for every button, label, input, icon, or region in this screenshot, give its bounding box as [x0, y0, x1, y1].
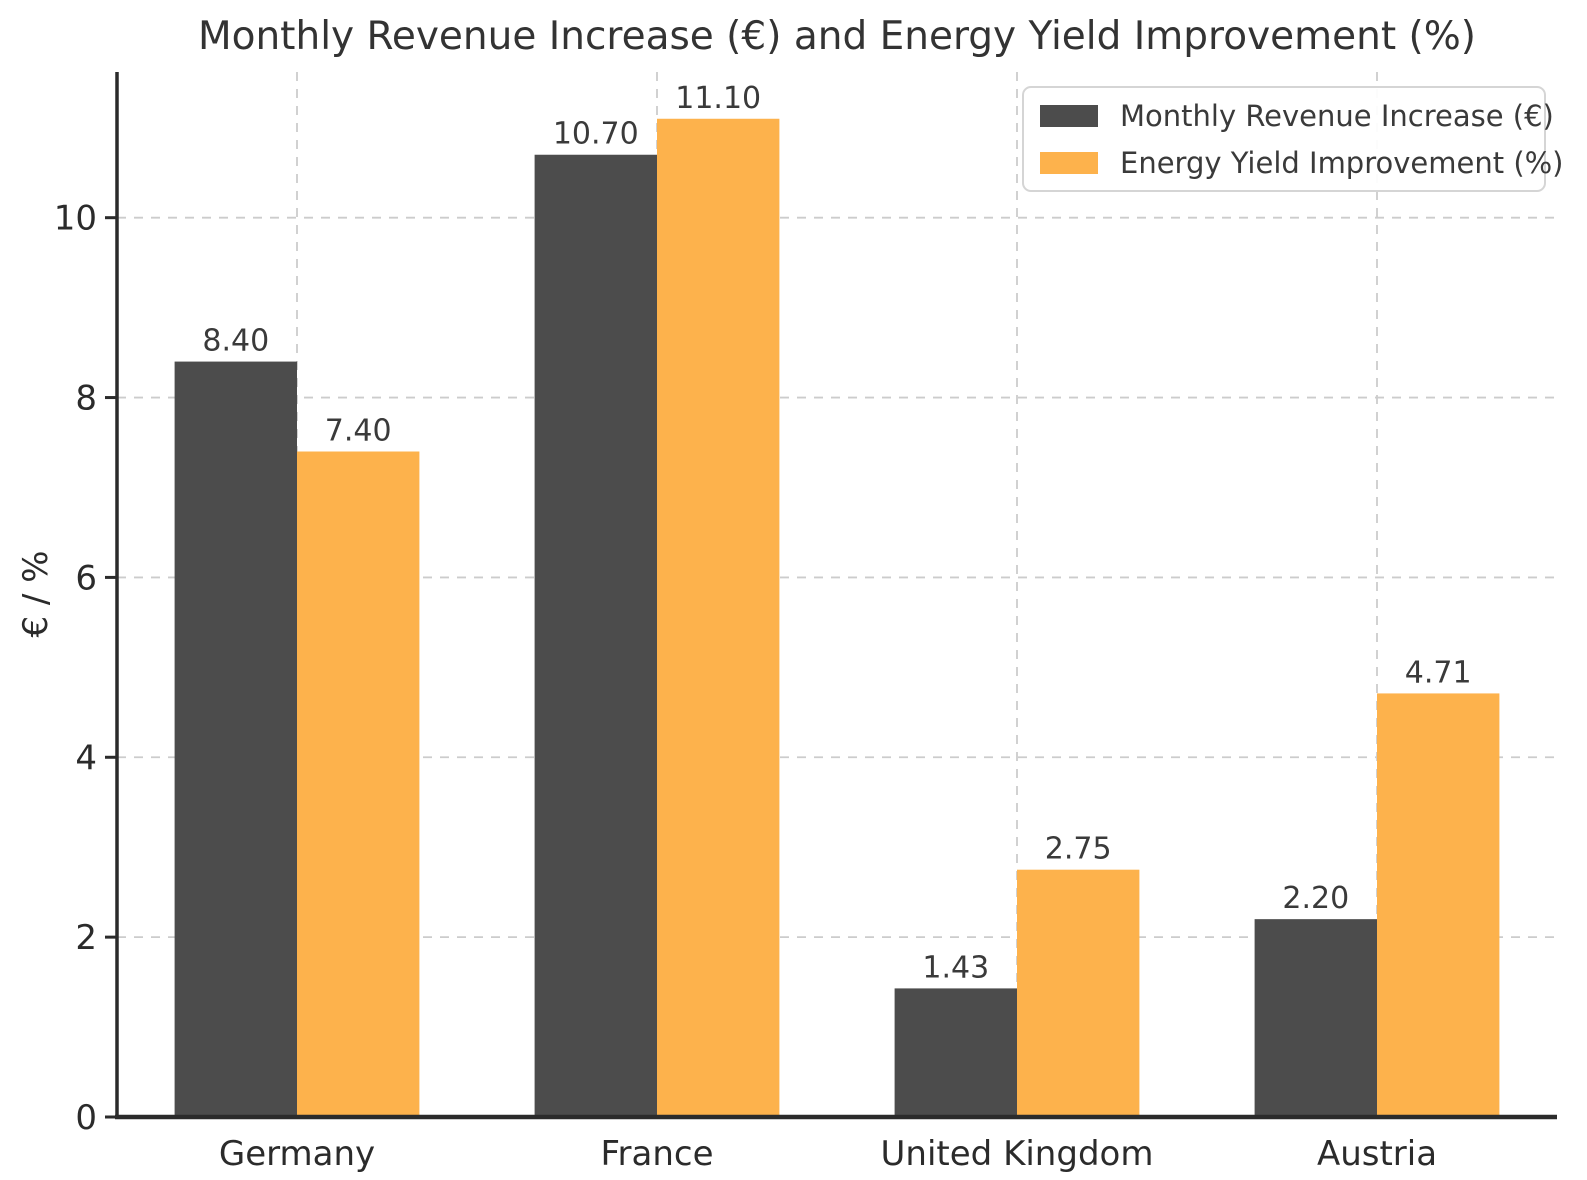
x-tick-label: France: [600, 1134, 713, 1174]
y-tick-label: 8: [75, 379, 97, 419]
bar-value-label: 11.10: [675, 81, 761, 116]
bar-revenue-germany: [174, 361, 297, 1117]
bar-revenue-united-kingdom: [894, 988, 1017, 1117]
y-tick-label: 10: [54, 199, 97, 239]
legend-swatch-yield-icon: [1040, 151, 1098, 174]
bar-value-label: 2.20: [1282, 881, 1349, 916]
y-tick-label: 0: [75, 1098, 97, 1138]
bar-value-label: 4.71: [1405, 655, 1472, 690]
bar-revenue-austria: [1254, 919, 1377, 1117]
legend-item-yield: Energy Yield Improvement (%): [1040, 146, 1564, 180]
legend: Monthly Revenue Increase (€) Energy Yiel…: [1022, 86, 1564, 192]
legend-label-yield: Energy Yield Improvement (%): [1120, 145, 1564, 180]
bar-revenue-france: [534, 154, 657, 1117]
x-tick-label: Austria: [1317, 1134, 1437, 1174]
y-tick-label: 4: [75, 738, 97, 778]
bar-yield-united-kingdom: [1017, 869, 1140, 1117]
legend-label-revenue: Monthly Revenue Increase (€): [1120, 98, 1554, 133]
bar-yield-austria: [1377, 693, 1500, 1117]
bar-value-label: 7.40: [325, 414, 392, 449]
bar-value-label: 1.43: [922, 950, 989, 985]
x-tick-label: United Kingdom: [881, 1134, 1154, 1174]
legend-swatch-revenue-icon: [1040, 104, 1098, 127]
bar-value-label: 10.70: [553, 117, 639, 152]
bar-yield-france: [657, 118, 780, 1117]
chart-title: Monthly Revenue Increase (€) and Energy …: [197, 14, 1477, 59]
bar-yield-germany: [297, 451, 420, 1117]
legend-item-revenue: Monthly Revenue Increase (€): [1040, 99, 1554, 133]
y-tick-label: 6: [75, 558, 97, 598]
bar-value-label: 2.75: [1045, 832, 1112, 867]
bar-value-label: 8.40: [202, 324, 269, 359]
x-tick-label: Germany: [219, 1134, 375, 1174]
y-tick-label: 2: [75, 918, 97, 958]
